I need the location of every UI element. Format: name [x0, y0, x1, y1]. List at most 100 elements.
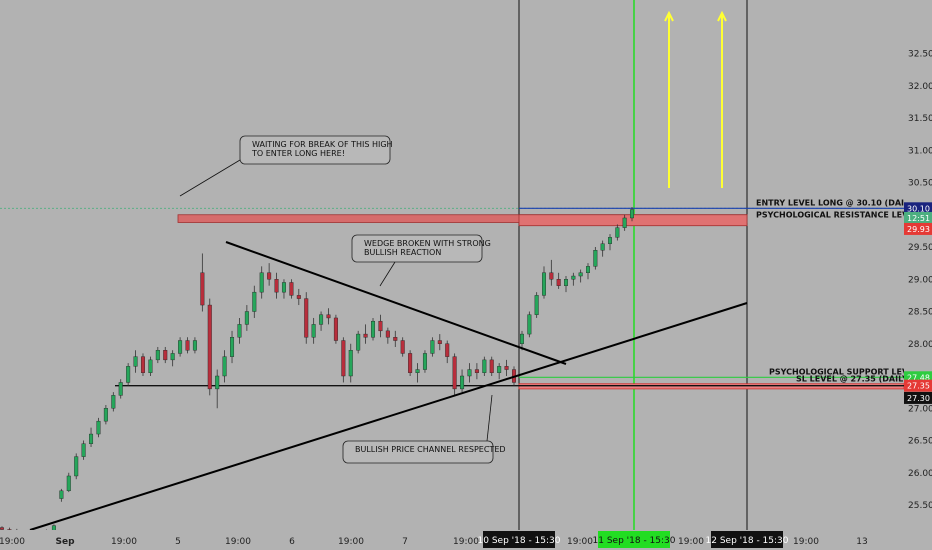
candle [489, 356, 494, 376]
candle-body [586, 266, 591, 274]
candle [393, 330, 398, 347]
candle-body [571, 275, 576, 280]
price-tag [904, 379, 932, 392]
candle-body [259, 272, 264, 293]
price-tick-label: 28.00 [908, 340, 932, 350]
callout-pointer [379, 261, 396, 287]
time-tick-label: 7 [402, 537, 408, 547]
candle [244, 305, 249, 331]
candle-body [111, 395, 116, 409]
candle [103, 405, 108, 425]
candle-body [422, 353, 427, 370]
time-tick-label: 19:00 [453, 537, 479, 547]
candle [371, 317, 376, 341]
candle [578, 269, 583, 283]
time-tick-label: 5 [175, 537, 181, 547]
candle [571, 272, 576, 286]
candle-body [430, 340, 435, 354]
candle [96, 417, 101, 438]
candle-body [460, 375, 465, 390]
candle-body [393, 337, 398, 341]
candle-body [118, 382, 123, 396]
wedge-trendline [225, 241, 567, 365]
price-tick-label: 25.50 [908, 501, 932, 511]
time-tick-label: 19:00 [111, 537, 137, 547]
candle-body [593, 250, 598, 267]
time-tick-label: 19:00 [225, 537, 251, 547]
candle-body [207, 304, 212, 390]
candle [74, 453, 79, 480]
candle [437, 334, 442, 351]
candle [378, 314, 383, 338]
annotation-text: TO ENTER LONG HERE! [251, 149, 345, 158]
level-label: PSYCHOLOGICAL SUPPORT LEVEL [769, 367, 919, 376]
candle [118, 379, 123, 399]
price-tag-label: 27.35 [907, 382, 930, 391]
candle [445, 340, 450, 364]
candle-body [185, 340, 190, 351]
candle [326, 308, 331, 325]
candle [281, 279, 286, 299]
candle-body [341, 340, 346, 377]
annotation-text: BULLISH PRICE CHANNEL RESPECTED [355, 445, 506, 454]
up-arrow-head [664, 10, 674, 22]
candle [586, 263, 591, 280]
candle-body [504, 366, 509, 370]
price-tag [904, 222, 932, 235]
level-label: PSYCHOLOGICAL RESISTANCE LEVEL [756, 210, 919, 219]
candle-body [163, 350, 168, 361]
candle [126, 363, 131, 386]
time-tick-label: 19:00 [0, 537, 25, 547]
candle-body [527, 314, 532, 335]
candle [608, 234, 613, 251]
candle-body [237, 324, 242, 338]
candle [497, 363, 502, 380]
price-axis-background [904, 0, 932, 530]
price-tick-label: 29.50 [908, 243, 932, 253]
candle [504, 359, 509, 376]
candle-body [608, 237, 613, 244]
price-tag-label: 12:51 [907, 214, 930, 223]
time-marker-tag [598, 531, 670, 548]
annotation-text: BULLISH REACTION [364, 248, 441, 257]
callout-box [239, 135, 391, 165]
candle-body [148, 359, 153, 373]
candle [348, 343, 353, 383]
candle-body [200, 272, 205, 306]
candle [452, 353, 457, 396]
candle-body [74, 456, 79, 477]
candle-body [304, 298, 309, 338]
candle [111, 392, 116, 412]
candle [148, 356, 153, 376]
candle [564, 276, 569, 293]
price-tick-label: 29.00 [908, 275, 932, 285]
candle [319, 311, 324, 331]
candle [474, 363, 479, 380]
candle-body [520, 333, 525, 344]
candle-body [89, 433, 94, 444]
candle [311, 317, 316, 344]
candle-body [289, 282, 294, 296]
candle-body [615, 227, 620, 238]
candle-body [326, 314, 331, 319]
candle-body [452, 356, 457, 390]
candle-body [274, 279, 279, 293]
candle [163, 346, 168, 364]
candle-body [244, 311, 249, 325]
candle [89, 427, 94, 447]
candle [178, 337, 183, 357]
candle-body [170, 353, 175, 361]
price-tick-label: 28.50 [908, 308, 932, 318]
candle [81, 440, 86, 460]
candle [415, 363, 420, 383]
candle [274, 272, 279, 299]
price-tag [904, 211, 932, 224]
annotation-text: WAITING FOR BREAK OF THIS HIGH [252, 140, 393, 149]
candle-body [556, 279, 561, 286]
callout-pointer [179, 159, 241, 197]
price-tick-label: 26.50 [908, 437, 932, 447]
price-tick-label: 32.00 [908, 82, 932, 92]
candle-body [378, 320, 383, 332]
time-tick-label: 19:00 [567, 537, 593, 547]
